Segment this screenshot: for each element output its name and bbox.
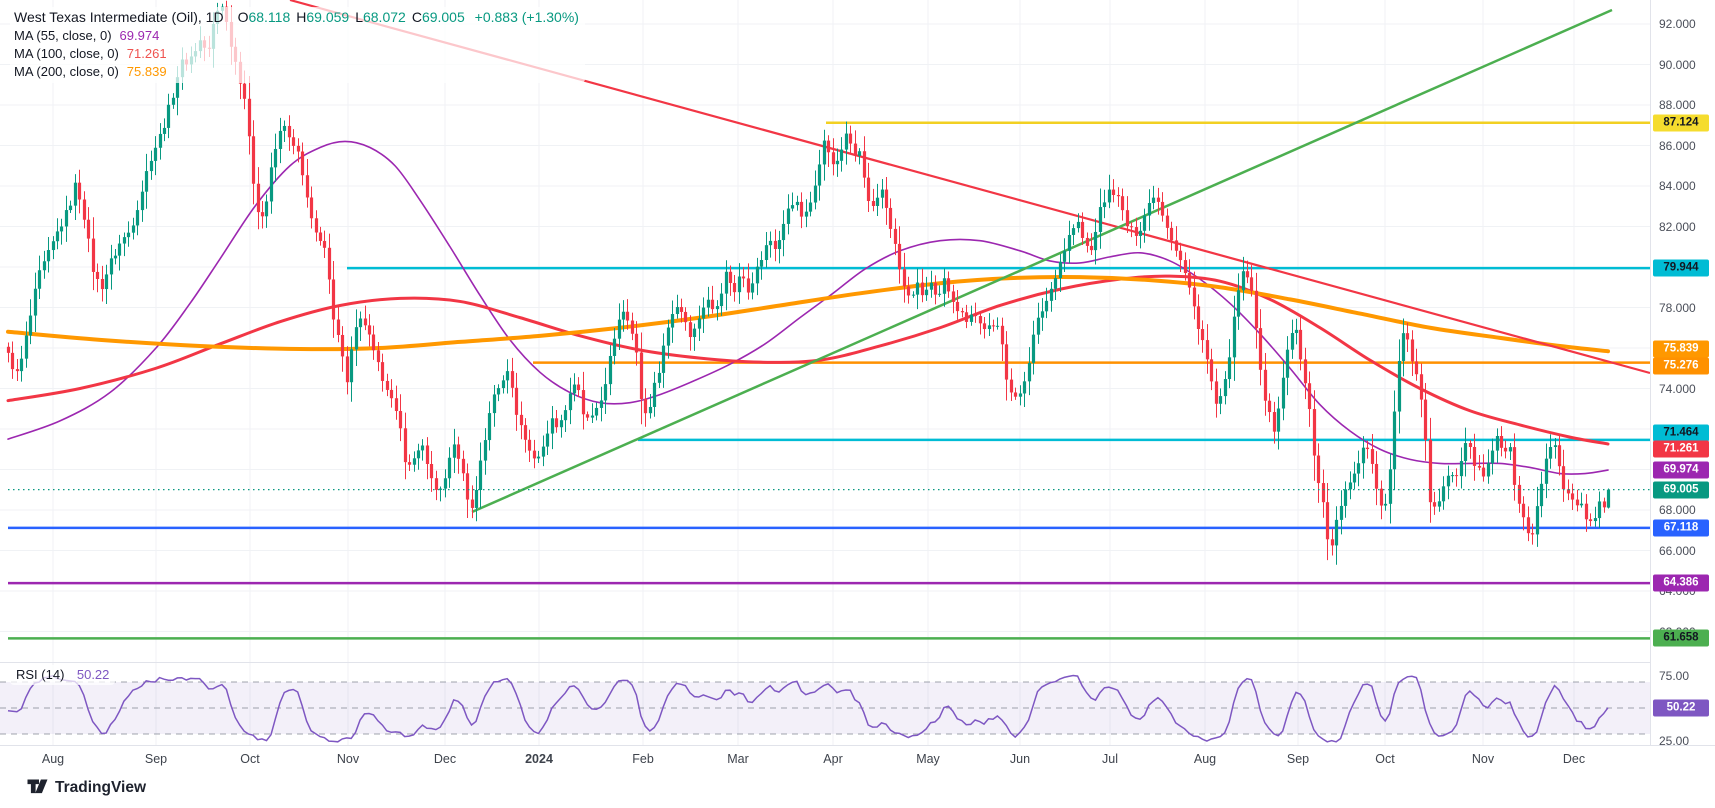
price-tick-92.000: 92.000	[1659, 17, 1696, 31]
time-label-Dec: Dec	[433, 752, 457, 766]
price-label-79.944: 79.944	[1653, 259, 1709, 277]
rsi-value-label: 50.22	[1653, 699, 1709, 717]
price-label-69.974: 69.974	[1653, 461, 1709, 479]
rsi-tick-25.00: 25.00	[1659, 733, 1690, 748]
time-label-Aug: Aug	[41, 752, 65, 766]
moving-average-lines	[6, 140, 1610, 475]
rsi-band	[0, 681, 1650, 735]
ma-200-value: 75.839	[126, 64, 167, 79]
time-label-Nov: Nov	[1471, 752, 1495, 766]
time-label-Jun: Jun	[1009, 752, 1031, 766]
ma-55-legend[interactable]: MA (55, close, 0) 69.974	[14, 28, 579, 43]
time-label-Mar: Mar	[727, 752, 749, 766]
rsi-value: 50.22	[76, 667, 110, 682]
low-key: L	[355, 9, 363, 25]
tradingview-logo-icon	[27, 779, 48, 794]
rsi-legend[interactable]: RSI (14) 50.22	[10, 665, 116, 685]
ma-200-legend[interactable]: MA (200, close, 0) 75.839	[14, 64, 579, 79]
ascending-trendline[interactable]	[471, 8, 1613, 514]
price-label-67.118: 67.118	[1653, 519, 1709, 537]
time-label-2024: 2024	[525, 752, 553, 766]
price-tick-78.000: 78.000	[1659, 300, 1696, 315]
price-label-75.276: 75.276	[1653, 357, 1709, 375]
symbol-title: West Texas Intermediate (Oil), 1D	[14, 9, 224, 25]
time-label-Sep: Sep	[144, 752, 168, 766]
change-value: +0.883 (+1.30%)	[474, 9, 579, 25]
horizontal-rays	[8, 121, 1650, 640]
time-label-Feb: Feb	[632, 752, 654, 766]
legend-title-row[interactable]: West Texas Intermediate (Oil), 1D O68.118…	[14, 9, 579, 25]
open-key: O	[237, 9, 249, 25]
price-tick-66.000: 66.000	[1659, 543, 1696, 558]
price-tick-82.000: 82.000	[1659, 219, 1696, 234]
ohlc-values: O68.118 H69.059 L68.072 C69.005 +0.883 (+1.…	[232, 9, 579, 25]
time-axis[interactable]: Aug Sep Oct Nov Dec 2024 Feb Mar Apr May Jun Jul Aug…	[0, 745, 1715, 774]
candlestick-series[interactable]	[6, 0, 1611, 565]
price-tick-88.000: 88.000	[1659, 98, 1696, 112]
high-value: 69.059	[306, 9, 350, 25]
ma-100-legend[interactable]: MA (100, close, 0) 71.261	[14, 46, 579, 61]
ma-55-line[interactable]	[7, 140, 1609, 475]
rsi-tick-75.00: 75.00	[1659, 668, 1690, 683]
time-label-Oct: Oct	[1375, 752, 1395, 766]
tradingview-logo[interactable]: TradingView	[27, 779, 146, 797]
price-label-61.658: 61.658	[1653, 629, 1709, 647]
ma-55-value: 69.974	[119, 28, 160, 43]
price-label-64.386: 64.386	[1653, 574, 1709, 592]
high-key: H	[296, 9, 307, 25]
time-label-Nov: Nov	[336, 752, 360, 766]
price-axis[interactable]: 92.000 90.000 88.000 86.000 84.000 82.000 78.0…	[1650, 0, 1715, 773]
price-tick-68.000: 68.000	[1659, 503, 1696, 517]
price-chart-canvas[interactable]	[0, 0, 1715, 775]
close-key: C	[411, 9, 422, 25]
close-value: 69.005	[421, 9, 465, 25]
time-label-Dec: Dec	[1562, 752, 1586, 766]
gridlines	[0, 0, 1650, 745]
price-tick-90.000: 90.000	[1659, 57, 1696, 72]
ma-100-line[interactable]	[6, 274, 1610, 446]
time-label-Jul: Jul	[1102, 752, 1118, 766]
price-label-87.124: 87.124	[1653, 114, 1709, 132]
ma-100-value: 71.261	[126, 46, 167, 61]
rsi-line[interactable]	[7, 674, 1609, 743]
tradingview-logo-text: TradingView	[55, 779, 147, 796]
time-label-Sep: Sep	[1286, 752, 1310, 766]
time-label-Aug: Aug	[1193, 752, 1217, 766]
ma-200-label: MA (200, close, 0)	[14, 64, 119, 79]
ma-55-label: MA (55, close, 0)	[14, 28, 112, 43]
price-label-69.005: 69.005	[1653, 481, 1709, 499]
time-label-Apr: Apr	[823, 752, 843, 766]
low-value: 68.072	[362, 9, 406, 25]
price-label-75.839: 75.839	[1653, 340, 1709, 358]
price-label-71.261: 71.261	[1653, 440, 1709, 458]
price-tick-84.000: 84.000	[1659, 179, 1696, 193]
ma-200-line[interactable]	[6, 275, 1610, 354]
price-tick-86.000: 86.000	[1659, 138, 1696, 153]
price-label-71.464: 71.464	[1653, 424, 1709, 442]
open-value: 68.118	[248, 9, 291, 25]
rsi-label: RSI (14)	[16, 667, 65, 682]
ma-100-label: MA (100, close, 0)	[14, 46, 119, 61]
symbol-legend: West Texas Intermediate (Oil), 1D O68.118…	[10, 7, 585, 83]
time-label-Oct: Oct	[240, 752, 260, 766]
time-label-May: May	[916, 752, 940, 766]
price-tick-74.000: 74.000	[1659, 381, 1696, 396]
